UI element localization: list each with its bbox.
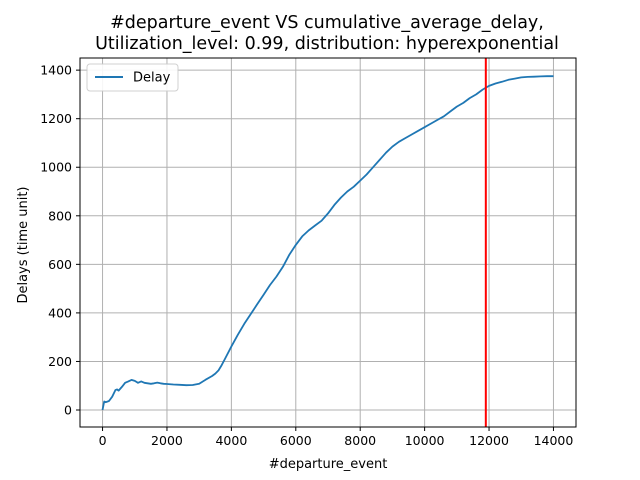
x-tick-label: 2000 — [151, 433, 183, 448]
x-tick-label: 8000 — [344, 433, 376, 448]
plot-area — [101, 58, 554, 427]
y-tick-label: 1000 — [40, 160, 72, 175]
axes-frame — [79, 57, 577, 428]
legend: Delay — [86, 63, 179, 92]
y-axis-label: Delays (time unit) — [16, 186, 31, 303]
y-tick-label: 0 — [64, 403, 72, 418]
x-axis-label: #departure_event — [269, 457, 388, 472]
x-tick-label: 10000 — [405, 433, 445, 448]
y-tick-label: 200 — [48, 354, 72, 369]
y-tick-label: 600 — [48, 257, 72, 272]
chart-subtitle: Utilization_level: 0.99, distribution: h… — [95, 34, 559, 54]
chart-title: #departure_event VS cumulative_average_d… — [110, 13, 544, 33]
y-tick-label: 800 — [48, 208, 72, 223]
x-tick-label: 6000 — [280, 433, 312, 448]
x-tick-label: 12000 — [469, 433, 509, 448]
legend-box — [86, 63, 179, 92]
x-tick-label: 4000 — [215, 433, 247, 448]
series-line-delay — [101, 75, 554, 411]
y-tick-label: 1400 — [40, 63, 72, 78]
legend-label-delay: Delay — [133, 71, 171, 86]
grid — [80, 58, 576, 427]
y-axis: 0 200 400 600 800 1000 1200 1400 — [40, 63, 80, 418]
x-axis: 0 2000 4000 6000 8000 10000 12000 14000 — [99, 427, 574, 448]
x-tick-label: 14000 — [534, 433, 574, 448]
y-tick-label: 400 — [48, 305, 72, 320]
x-tick-label: 0 — [99, 433, 107, 448]
y-tick-label: 1200 — [40, 111, 72, 126]
